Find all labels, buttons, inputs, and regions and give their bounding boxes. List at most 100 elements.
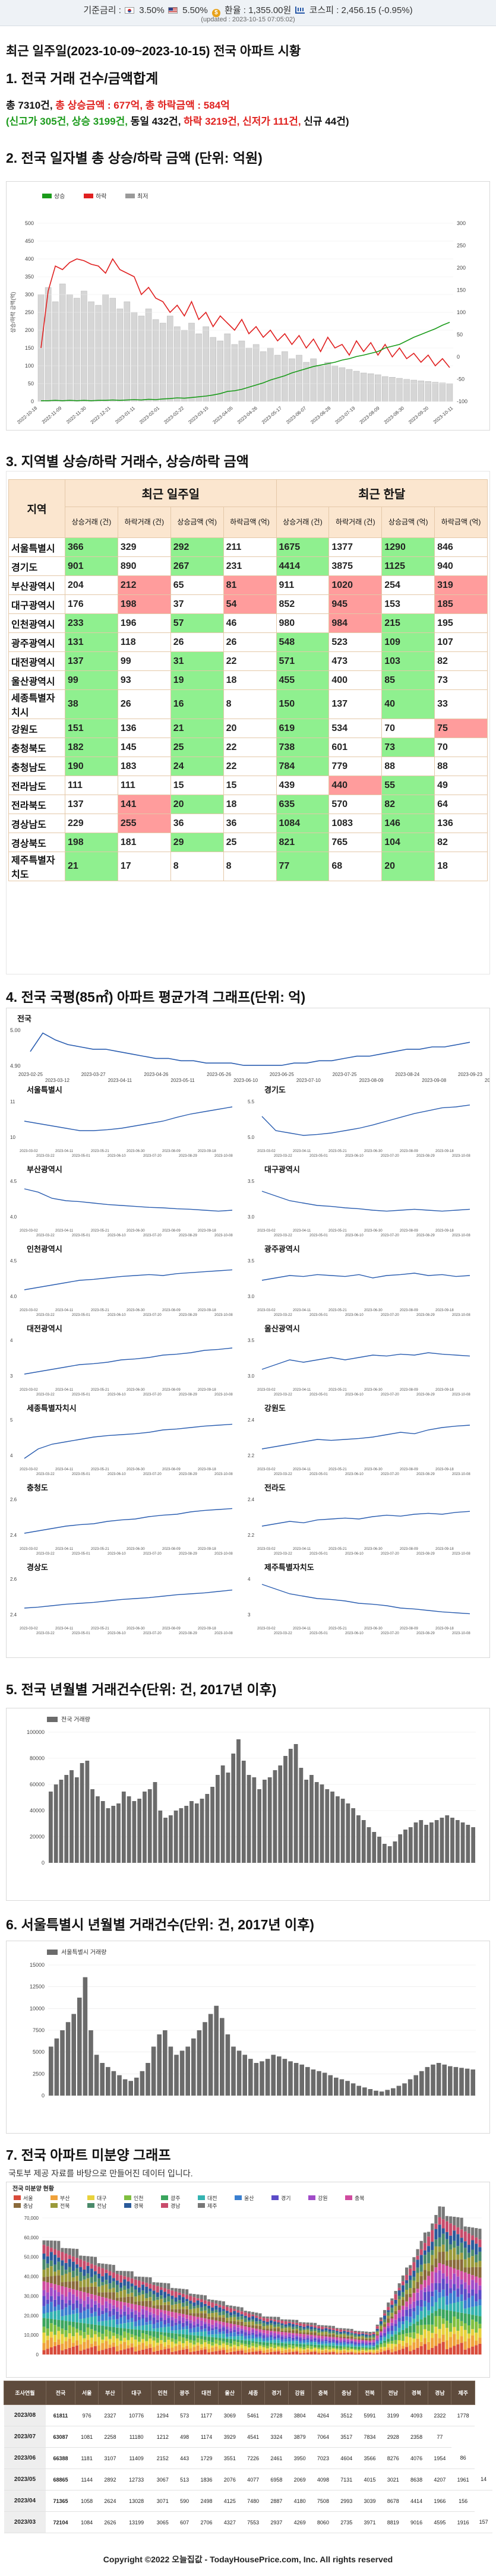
- unsold-bar-segment: [71, 2256, 75, 2262]
- unsold-bar-segment: [324, 2349, 328, 2350]
- table-cell: 3879: [288, 2426, 312, 2448]
- us-flag-icon: [168, 7, 178, 14]
- unsold-bar-segment: [163, 2283, 167, 2289]
- unsold-bar-segment: [170, 2352, 174, 2355]
- unsold-bar-segment: [115, 2324, 119, 2328]
- legend-swatch: [235, 2195, 242, 2200]
- unsold-bar-segment: [331, 2347, 335, 2349]
- unsold-bar-segment: [361, 2351, 365, 2353]
- unsold-bar-segment: [71, 2277, 75, 2281]
- x-tick-label: 2023-04-11: [55, 1468, 74, 1471]
- unsold-bar-segment: [288, 2323, 291, 2326]
- unsold-bar-segment: [170, 2347, 174, 2352]
- unsold-bar-segment: [225, 2337, 229, 2339]
- unsold-bar-segment: [137, 2295, 141, 2302]
- region-name: 광주광역시: [8, 632, 65, 652]
- unsold-bar-segment: [105, 2308, 108, 2313]
- unsold-bar-segment: [471, 2319, 475, 2330]
- unsold-bar-segment: [277, 2349, 280, 2352]
- gray-bar: [74, 298, 80, 402]
- unsold-bar-segment: [185, 2306, 189, 2309]
- volume-bar: [471, 1827, 475, 1863]
- unsold-bar-segment: [68, 2300, 71, 2306]
- volume-bar: [419, 1820, 424, 1863]
- x-tick-label: 2023-09-18: [198, 1468, 216, 1471]
- volume-bar: [252, 1777, 257, 1863]
- unsold-bar-segment: [335, 2337, 339, 2340]
- x-tick-label: 2023-09-18: [435, 1388, 454, 1392]
- volume-bar: [53, 1784, 58, 1863]
- unsold-bar-segment: [225, 2352, 229, 2355]
- unsold-bar-segment: [295, 2328, 299, 2331]
- unsold-bar-segment: [372, 2331, 375, 2333]
- table-cell: 7064: [311, 2426, 335, 2448]
- unsold-bar-segment: [324, 2346, 328, 2349]
- unsold-col-header: 대전: [194, 2381, 219, 2405]
- unsold-bar-segment: [233, 2351, 236, 2355]
- x-tick-label: 2023-03-22: [274, 1314, 292, 1317]
- y-tick-label: 10,000: [24, 2333, 39, 2338]
- mini-chart-title: 강원도: [264, 1404, 286, 1413]
- unsold-bar-segment: [441, 2219, 445, 2229]
- x-tick-label: 2023-05-21: [91, 1388, 109, 1392]
- gray-bar: [109, 298, 116, 402]
- unsold-bar-segment: [475, 2306, 478, 2316]
- unsold-bar-segment: [357, 2331, 361, 2333]
- table-cell: 73: [434, 670, 488, 690]
- volume-bar: [382, 1844, 387, 1863]
- unsold-bar-segment: [277, 2316, 280, 2321]
- unsold-bar-segment: [321, 2343, 324, 2346]
- table-cell: 3512: [334, 2404, 358, 2426]
- unsold-bar-segment: [57, 2257, 61, 2262]
- unsold-bar-segment: [181, 2334, 185, 2338]
- unsold-bar-segment: [397, 2344, 401, 2350]
- unsold-bar-segment: [291, 2345, 295, 2349]
- unsold-bar-segment: [46, 2246, 49, 2257]
- unsold-bar-segment: [222, 2309, 225, 2311]
- unsold-bar-segment: [83, 2292, 86, 2301]
- unsold-bar-segment: [71, 2281, 75, 2289]
- table-cell: 36: [223, 814, 277, 833]
- unsold-bar-segment: [207, 2316, 211, 2319]
- unsold-bar-segment: [273, 2316, 277, 2320]
- volume-bar: [361, 1820, 366, 1863]
- x-tick-label: 2023-03-22: [36, 1632, 55, 1635]
- unsold-bar-segment: [42, 2290, 46, 2296]
- volume-bar: [305, 2067, 310, 2096]
- unsold-bar-segment: [445, 2296, 448, 2305]
- unsold-bar-segment: [394, 2326, 397, 2331]
- table-cell: 111: [65, 776, 118, 795]
- unsold-bar-segment: [372, 2347, 375, 2349]
- table-cell: 3950: [288, 2447, 312, 2469]
- unsold-bar-segment: [291, 2322, 295, 2324]
- unsold-bar-segment: [192, 2306, 196, 2309]
- unsold-bar-segment: [108, 2276, 112, 2284]
- unsold-bar-segment: [112, 2327, 115, 2333]
- x-tick-label: 2023-06-10: [108, 1552, 126, 1556]
- unsold-bar-segment: [218, 2334, 222, 2338]
- unsold-bar-segment: [346, 2330, 350, 2332]
- table-cell: 111: [117, 776, 171, 795]
- x-tick-label: 2023-08-09: [359, 405, 381, 425]
- x-tick-label: 2023-08-30: [383, 405, 406, 425]
- volume-bar: [69, 1770, 74, 1863]
- unsold-bar-segment: [97, 2332, 101, 2337]
- unsold-bar-segment: [236, 2312, 240, 2317]
- unsold-bar-segment: [207, 2299, 211, 2302]
- unsold-bar-segment: [258, 2331, 262, 2334]
- volume-bar: [283, 1756, 288, 1863]
- unsold-bar-segment: [434, 2229, 438, 2240]
- unsold-bar-segment: [383, 2349, 387, 2352]
- unsold-bar-segment: [280, 2350, 284, 2353]
- unsold-bar-segment: [258, 2316, 262, 2319]
- unsold-bar-segment: [288, 2319, 291, 2322]
- legend-swatch: [198, 2195, 205, 2200]
- unsold-bar-segment: [163, 2288, 167, 2292]
- volume-bar: [263, 1780, 267, 1863]
- x-tick-label: 2023-06-30: [127, 1150, 145, 1153]
- x-tick-label: 2023-07-10: [296, 1078, 321, 1083]
- unsold-bar-segment: [353, 2338, 357, 2340]
- unsold-bar-segment: [331, 2341, 335, 2344]
- unsold-bar-segment: [372, 2337, 375, 2339]
- unsold-bar-segment: [123, 2349, 127, 2355]
